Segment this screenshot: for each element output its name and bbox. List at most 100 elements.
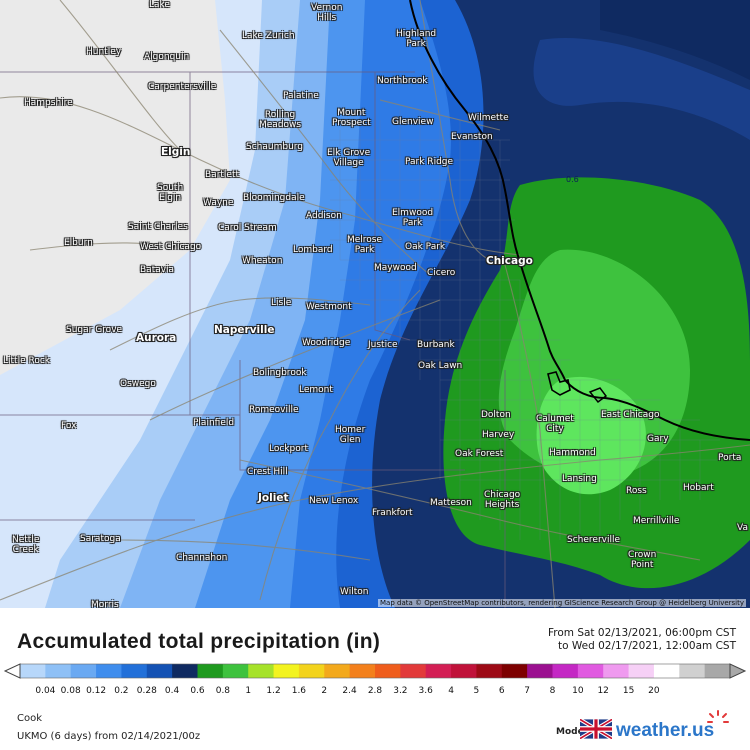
- city-label-merrillville: Merrillville: [633, 516, 680, 526]
- city-label-carol-stream: Carol Stream: [218, 223, 277, 233]
- city-label-little-rock: Little Rock: [3, 356, 50, 366]
- city-label-oak-park: Oak Park: [405, 242, 446, 252]
- legend-tick-label: 8: [549, 686, 556, 696]
- legend-tick-label: 1.6: [291, 686, 307, 696]
- city-label-lake-zurich: Lake Zurich: [242, 31, 295, 41]
- legend-swatch: [603, 664, 630, 678]
- legend-tick-label: 0.12: [86, 686, 107, 696]
- legend-tick-label: 0.2: [114, 686, 129, 696]
- legend-swatch: [704, 664, 731, 678]
- city-label-lemont: Lemont: [299, 385, 333, 395]
- legend-swatch: [577, 664, 604, 678]
- city-label-ross: Ross: [626, 486, 647, 496]
- city-label-new-lenox: New Lenox: [309, 496, 359, 506]
- legend-tick-label: 0.28: [136, 686, 157, 696]
- city-label-rolling-meadows: Rolling Meadows: [259, 110, 302, 130]
- legend-tick-label: 0.04: [35, 686, 56, 696]
- urban-grid: [330, 110, 720, 540]
- legend-swatch: [653, 664, 680, 678]
- legend-swatch: [20, 664, 46, 678]
- city-label-homer-glen: Homer Glen: [335, 425, 366, 445]
- city-label-romeoville: Romeoville: [249, 405, 299, 415]
- city-label-cicero: Cicero: [427, 268, 456, 278]
- legend-swatch: [96, 664, 123, 678]
- legend-tick-label: 1.2: [266, 686, 281, 696]
- legend-color-bar: [3, 663, 747, 679]
- legend-tick-label: 3.6: [418, 686, 433, 696]
- brand-sun-icon: [707, 710, 729, 723]
- legend-tick-label: 1: [245, 686, 252, 696]
- legend-swatch: [375, 664, 401, 678]
- city-label-woodridge: Woodridge: [302, 338, 351, 348]
- city-label-westmont: Westmont: [306, 302, 352, 312]
- legend-tick-label: 5: [473, 686, 480, 696]
- brand-logo[interactable]: weather.us: [616, 720, 715, 741]
- city-label-elk-grove-village: Elk Grove Village: [327, 148, 371, 168]
- city-label-huntley: Huntley: [86, 47, 122, 57]
- legend-swatch: [146, 664, 173, 678]
- legend-swatch: [298, 664, 325, 678]
- city-label-lockport: Lockport: [269, 444, 308, 454]
- legend-tick-label: 4: [448, 686, 454, 696]
- city-label-west-chicago: West Chicago: [140, 242, 202, 252]
- legend-swatch: [121, 664, 148, 678]
- city-label-chicago: Chicago: [486, 255, 533, 267]
- period-from: From Sat 02/13/2021, 06:00pm CST: [547, 627, 736, 639]
- city-label-harvey: Harvey: [482, 430, 515, 440]
- city-label-burbank: Burbank: [417, 340, 455, 350]
- city-label-schererville: Schererville: [567, 535, 621, 545]
- city-label-algonquin: Algonquin: [144, 52, 190, 62]
- indiana-harbor-outline: [588, 387, 608, 404]
- city-label-joliet: Joliet: [258, 492, 289, 504]
- legend-tick-label: 7: [524, 686, 530, 696]
- calumet-harbor-outline: [547, 371, 571, 396]
- city-label-wayne: Wayne: [203, 198, 234, 208]
- legend-swatch: [628, 664, 655, 678]
- map-attribution[interactable]: Map data © OpenStreetMap contributors, r…: [378, 599, 746, 607]
- contour-label: 0.6: [566, 175, 579, 184]
- legend-swatch: [273, 664, 300, 678]
- legend-tick-label: 6: [498, 686, 505, 696]
- city-label-naperville: Naperville: [214, 324, 275, 336]
- legend-tick-label: 0.6: [190, 686, 205, 696]
- precipitation-map[interactable]: Lake Vernon Hills Highland Park Lake Zur…: [0, 0, 750, 608]
- legend-tick-label: 15: [622, 686, 635, 696]
- city-label-park-ridge: Park Ridge: [405, 157, 454, 167]
- city-label-wheaton: Wheaton: [242, 256, 283, 266]
- city-label-carpentersville: Carpentersville: [148, 82, 217, 92]
- legend-swatch: [45, 664, 72, 678]
- legend-swatch: [324, 664, 351, 678]
- city-label-chicago-heights: Chicago Heights: [484, 490, 521, 510]
- legend-swatch: [197, 664, 224, 678]
- city-label-northbrook: Northbrook: [377, 76, 428, 86]
- legend-tick-label: 20: [648, 686, 660, 696]
- time-period: From Sat 02/13/2021, 06:00pm CST to Wed …: [548, 627, 736, 653]
- city-label-crest-hill: Crest Hill: [247, 467, 288, 477]
- precip-band-1.2: [536, 376, 646, 495]
- city-label-matteson: Matteson: [430, 498, 472, 508]
- city-label-lombard: Lombard: [293, 245, 333, 255]
- city-label-hampshire: Hampshire: [24, 98, 73, 108]
- city-label-crown-point: Crown Point: [628, 550, 657, 570]
- legend-tick-label: 0.8: [215, 686, 231, 696]
- city-label-sugar-grove: Sugar Grove: [66, 325, 123, 335]
- city-label-fox: Fox: [61, 421, 77, 431]
- legend-tick-label: 2: [321, 686, 328, 696]
- city-label-oak-lawn: Oak Lawn: [418, 361, 463, 371]
- city-label-glenview: Glenview: [392, 117, 434, 127]
- legend-swatch: [400, 664, 427, 678]
- city-label-wilton: Wilton: [340, 587, 369, 597]
- legend-swatch: [476, 664, 503, 678]
- city-label-bolingbrook: Bolingbrook: [253, 368, 307, 378]
- legend-swatch: [425, 664, 452, 678]
- city-label-elmwood-park: Elmwood Park: [392, 208, 434, 228]
- city-label-nettle-creek: Nettle Creek: [12, 535, 40, 555]
- chart-title: Accumulated total precipitation (in): [17, 630, 381, 653]
- city-label-schaumburg: Schaumburg: [246, 142, 304, 152]
- legend-swatch: [172, 664, 199, 678]
- city-label-lisle: Lisle: [271, 298, 292, 308]
- city-label-hobart: Hobart: [683, 483, 714, 493]
- city-label-frankfort: Frankfort: [372, 508, 413, 518]
- city-label-plainfield: Plainfield: [193, 418, 235, 428]
- legend-tick-label: 12: [597, 686, 609, 696]
